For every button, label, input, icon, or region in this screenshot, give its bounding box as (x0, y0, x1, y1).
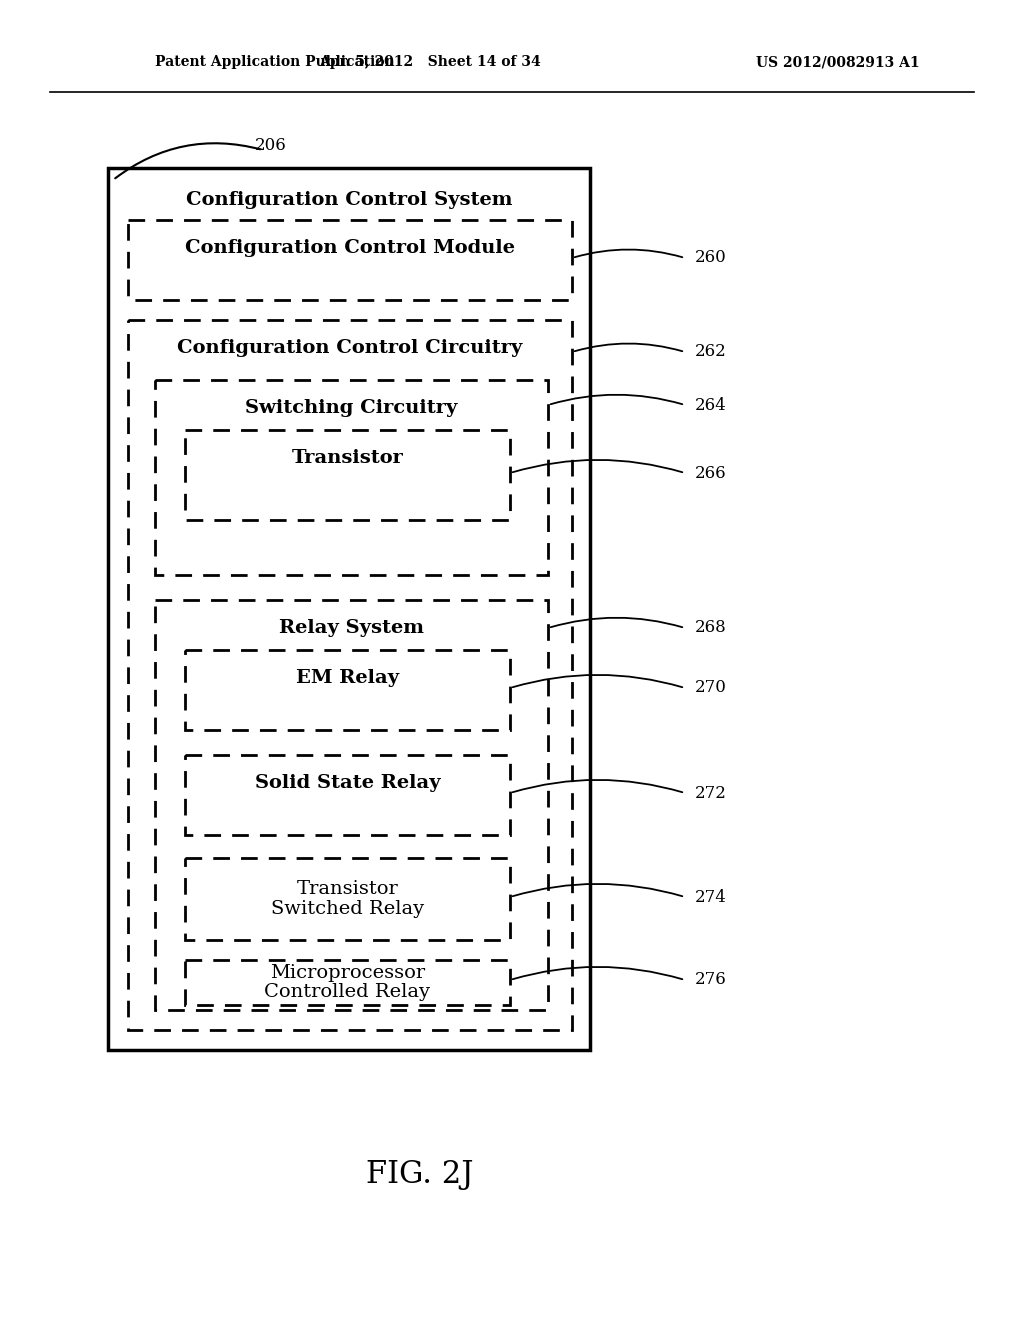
Text: 262: 262 (695, 343, 727, 360)
Text: US 2012/0082913 A1: US 2012/0082913 A1 (757, 55, 920, 69)
Text: 266: 266 (695, 465, 727, 482)
Bar (128, 319, 572, 1030)
Bar (185, 430, 510, 520)
Text: 268: 268 (695, 619, 727, 636)
Text: Solid State Relay: Solid State Relay (255, 774, 440, 792)
Bar (185, 960, 510, 1005)
Text: EM Relay: EM Relay (296, 669, 399, 686)
Text: Configuration Control Module: Configuration Control Module (185, 239, 515, 257)
Bar (185, 649, 510, 730)
Text: Switching Circuitry: Switching Circuitry (246, 399, 458, 417)
Text: Controlled Relay: Controlled Relay (264, 983, 430, 1002)
Bar (128, 220, 572, 300)
Text: 272: 272 (695, 784, 727, 801)
Bar (108, 168, 590, 1049)
Text: 276: 276 (695, 972, 727, 989)
Text: 206: 206 (255, 136, 287, 153)
Text: Switched Relay: Switched Relay (271, 900, 424, 917)
Bar (185, 858, 510, 940)
Text: Transistor: Transistor (292, 449, 403, 467)
Text: FIG. 2J: FIG. 2J (367, 1159, 474, 1191)
Text: 264: 264 (695, 396, 727, 413)
Text: 270: 270 (695, 680, 727, 697)
Bar (185, 755, 510, 836)
Text: 274: 274 (695, 888, 727, 906)
Text: Configuration Control Circuitry: Configuration Control Circuitry (177, 339, 522, 356)
Text: Configuration Control System: Configuration Control System (185, 191, 512, 209)
Text: Transistor: Transistor (297, 880, 398, 898)
Bar (155, 601, 548, 1010)
Text: Relay System: Relay System (279, 619, 424, 638)
Text: Microprocessor: Microprocessor (270, 964, 425, 982)
Text: 260: 260 (695, 249, 727, 267)
Text: Patent Application Publication: Patent Application Publication (155, 55, 394, 69)
Text: Apr. 5, 2012   Sheet 14 of 34: Apr. 5, 2012 Sheet 14 of 34 (319, 55, 541, 69)
Bar (155, 380, 548, 576)
